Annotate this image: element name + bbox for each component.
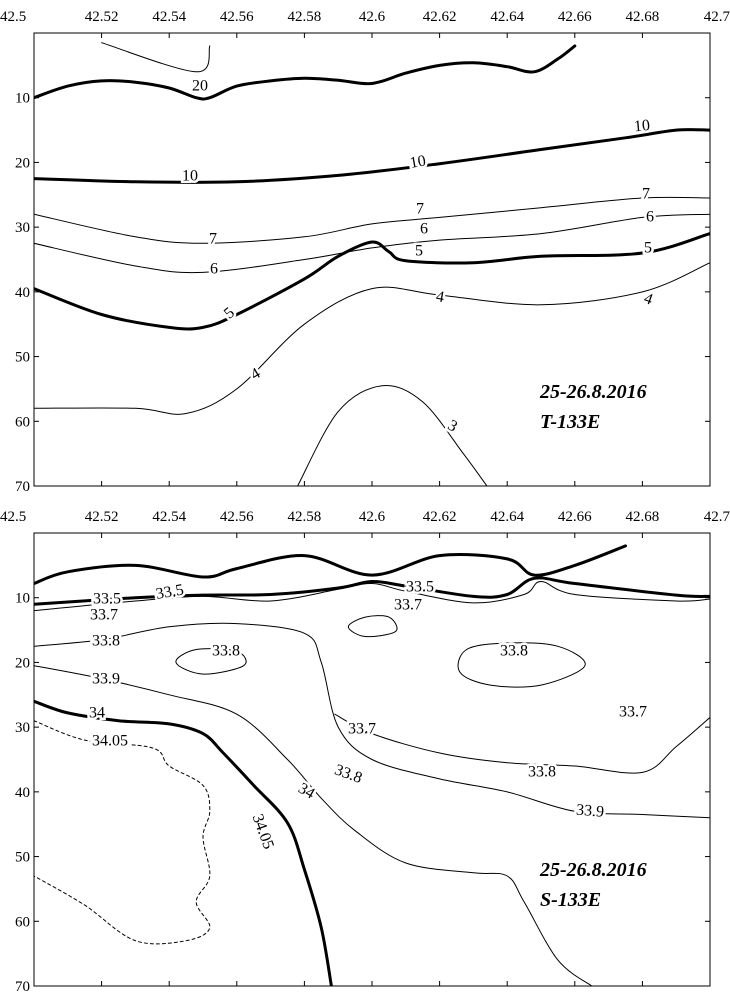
contour-label: 4 [642, 290, 655, 309]
contour-label: 3 [445, 417, 460, 436]
x-tick-label: 42.58 [288, 9, 322, 25]
contour-label: 33.8 [332, 761, 364, 787]
x-tick-label: 42.52 [85, 9, 119, 25]
contour-label: 34 [295, 780, 317, 803]
x-tick-label: 42.68 [626, 9, 660, 25]
contour-label: 4 [435, 288, 446, 306]
isoline-33-7 [347, 615, 398, 638]
contour-label: 5 [415, 243, 423, 260]
x-tick-label: 42.66 [558, 9, 592, 25]
isoline-26 [101, 42, 211, 73]
y-tick-label: 60 [15, 414, 30, 430]
contour-label: 33.5 [155, 581, 186, 603]
annotation-section: S-133E [540, 889, 601, 911]
isoline-33-3 [34, 544, 627, 585]
contour-label: 7 [209, 231, 217, 248]
contour-label: 33.9 [92, 671, 120, 688]
isoline-33-8 [34, 622, 710, 819]
isoline-6 [34, 213, 710, 274]
isoline-33-8 [175, 648, 247, 675]
x-tick-label: 42.68 [626, 509, 660, 525]
isoline-33-5 [34, 576, 710, 606]
y-tick-label: 30 [15, 220, 30, 236]
isoline-20 [34, 44, 577, 101]
isolines [34, 42, 710, 486]
x-tick-label: 42.64 [490, 509, 524, 525]
isoline-33-7 [334, 713, 710, 774]
x-tick-label: 42.66 [558, 509, 592, 525]
contour-label: 33.8 [212, 643, 240, 660]
y-tick-label: 50 [15, 850, 30, 866]
y-tick-label: 50 [15, 350, 30, 366]
salinity-panel: 42.5 42.52 42.54 42.56 42.58 42.6 42.62 42.64 42… [0, 509, 730, 995]
y-tick-label: 60 [15, 914, 30, 930]
isoline-34 [34, 699, 333, 986]
contour-label: 6 [210, 261, 218, 278]
x-tick-label: 42.7 [704, 9, 730, 25]
isoline-5 [34, 232, 710, 331]
isoline-7 [34, 196, 710, 244]
x-tick-label: 42.6 [359, 9, 386, 25]
isoline-33-9 [34, 665, 593, 986]
contour-label: 33.7 [90, 607, 118, 624]
y-tick-label: 10 [15, 591, 30, 607]
contour-label: 33.5 [93, 591, 121, 608]
x-tick-label: 42.54 [152, 9, 186, 25]
contour-label: 33.7 [348, 721, 376, 738]
contour-label: 34.05 [92, 733, 128, 750]
x-tick-label: 42.5 [0, 509, 26, 525]
contour-label: 33.7 [394, 597, 422, 614]
contour-label: 4 [248, 365, 263, 384]
y-tick-label: 70 [15, 479, 30, 495]
isolines [34, 544, 710, 986]
y-tick-label: 20 [15, 155, 30, 171]
y-tick-label: 40 [15, 785, 30, 801]
isoline-33-7 [34, 581, 710, 612]
annotation-date: 25-26.8.2016 [539, 381, 647, 403]
y-tick-label: 20 [15, 655, 30, 671]
x-tick-label: 42.62 [423, 509, 457, 525]
x-tick-label: 42.5 [0, 9, 26, 25]
isoline-34-05 [34, 720, 211, 945]
contour-label: 33.9 [575, 801, 604, 820]
y-tick-label: 10 [15, 91, 30, 107]
annotation-section: T-133E [540, 411, 600, 433]
contour-label: 33.8 [500, 643, 528, 660]
x-tick-label: 42.56 [220, 509, 254, 525]
x-tick-label: 42.6 [359, 509, 386, 525]
y-tick-label: 70 [15, 979, 30, 995]
y-tick-label: 30 [15, 720, 30, 736]
x-tick-label: 42.54 [152, 509, 186, 525]
contour-label: 6 [420, 221, 428, 238]
isoline-10 [34, 128, 710, 184]
contour-label: 5 [644, 240, 652, 257]
contour-label: 10 [409, 152, 428, 172]
x-tick-label: 42.56 [220, 9, 254, 25]
contour-label: 10 [633, 117, 650, 135]
annotation-date: 25-26.8.2016 [539, 859, 647, 881]
x-tick-label: 42.64 [490, 9, 524, 25]
contour-label: 33.8 [528, 764, 556, 781]
x-tick-label: 42.58 [288, 509, 322, 525]
isoline-3 [297, 384, 488, 486]
contour-label: 33.8 [92, 633, 120, 650]
contour-label: 34.05 [249, 812, 277, 852]
contour-label: 10 [182, 168, 198, 185]
contour-label: 7 [416, 201, 424, 218]
contour-label: 6 [646, 209, 654, 226]
x-tick-label: 42.7 [704, 509, 730, 525]
isoline-4 [34, 262, 710, 415]
contour-label: 34 [89, 705, 105, 722]
isoline-33-8 [457, 642, 586, 688]
y-tick-label: 40 [15, 285, 30, 301]
temperature-panel: 42.5 42.52 42.54 42.56 42.58 42.6 42.62 42.64 42… [0, 9, 730, 495]
plot-frame [33, 32, 711, 487]
x-tick-label: 42.52 [85, 509, 119, 525]
x-tick-label: 42.62 [423, 9, 457, 25]
contour-label: 33.7 [619, 704, 647, 721]
contour-label: 20 [192, 78, 208, 95]
contour-label: 33.5 [406, 579, 434, 596]
contour-label: 7 [642, 186, 650, 203]
